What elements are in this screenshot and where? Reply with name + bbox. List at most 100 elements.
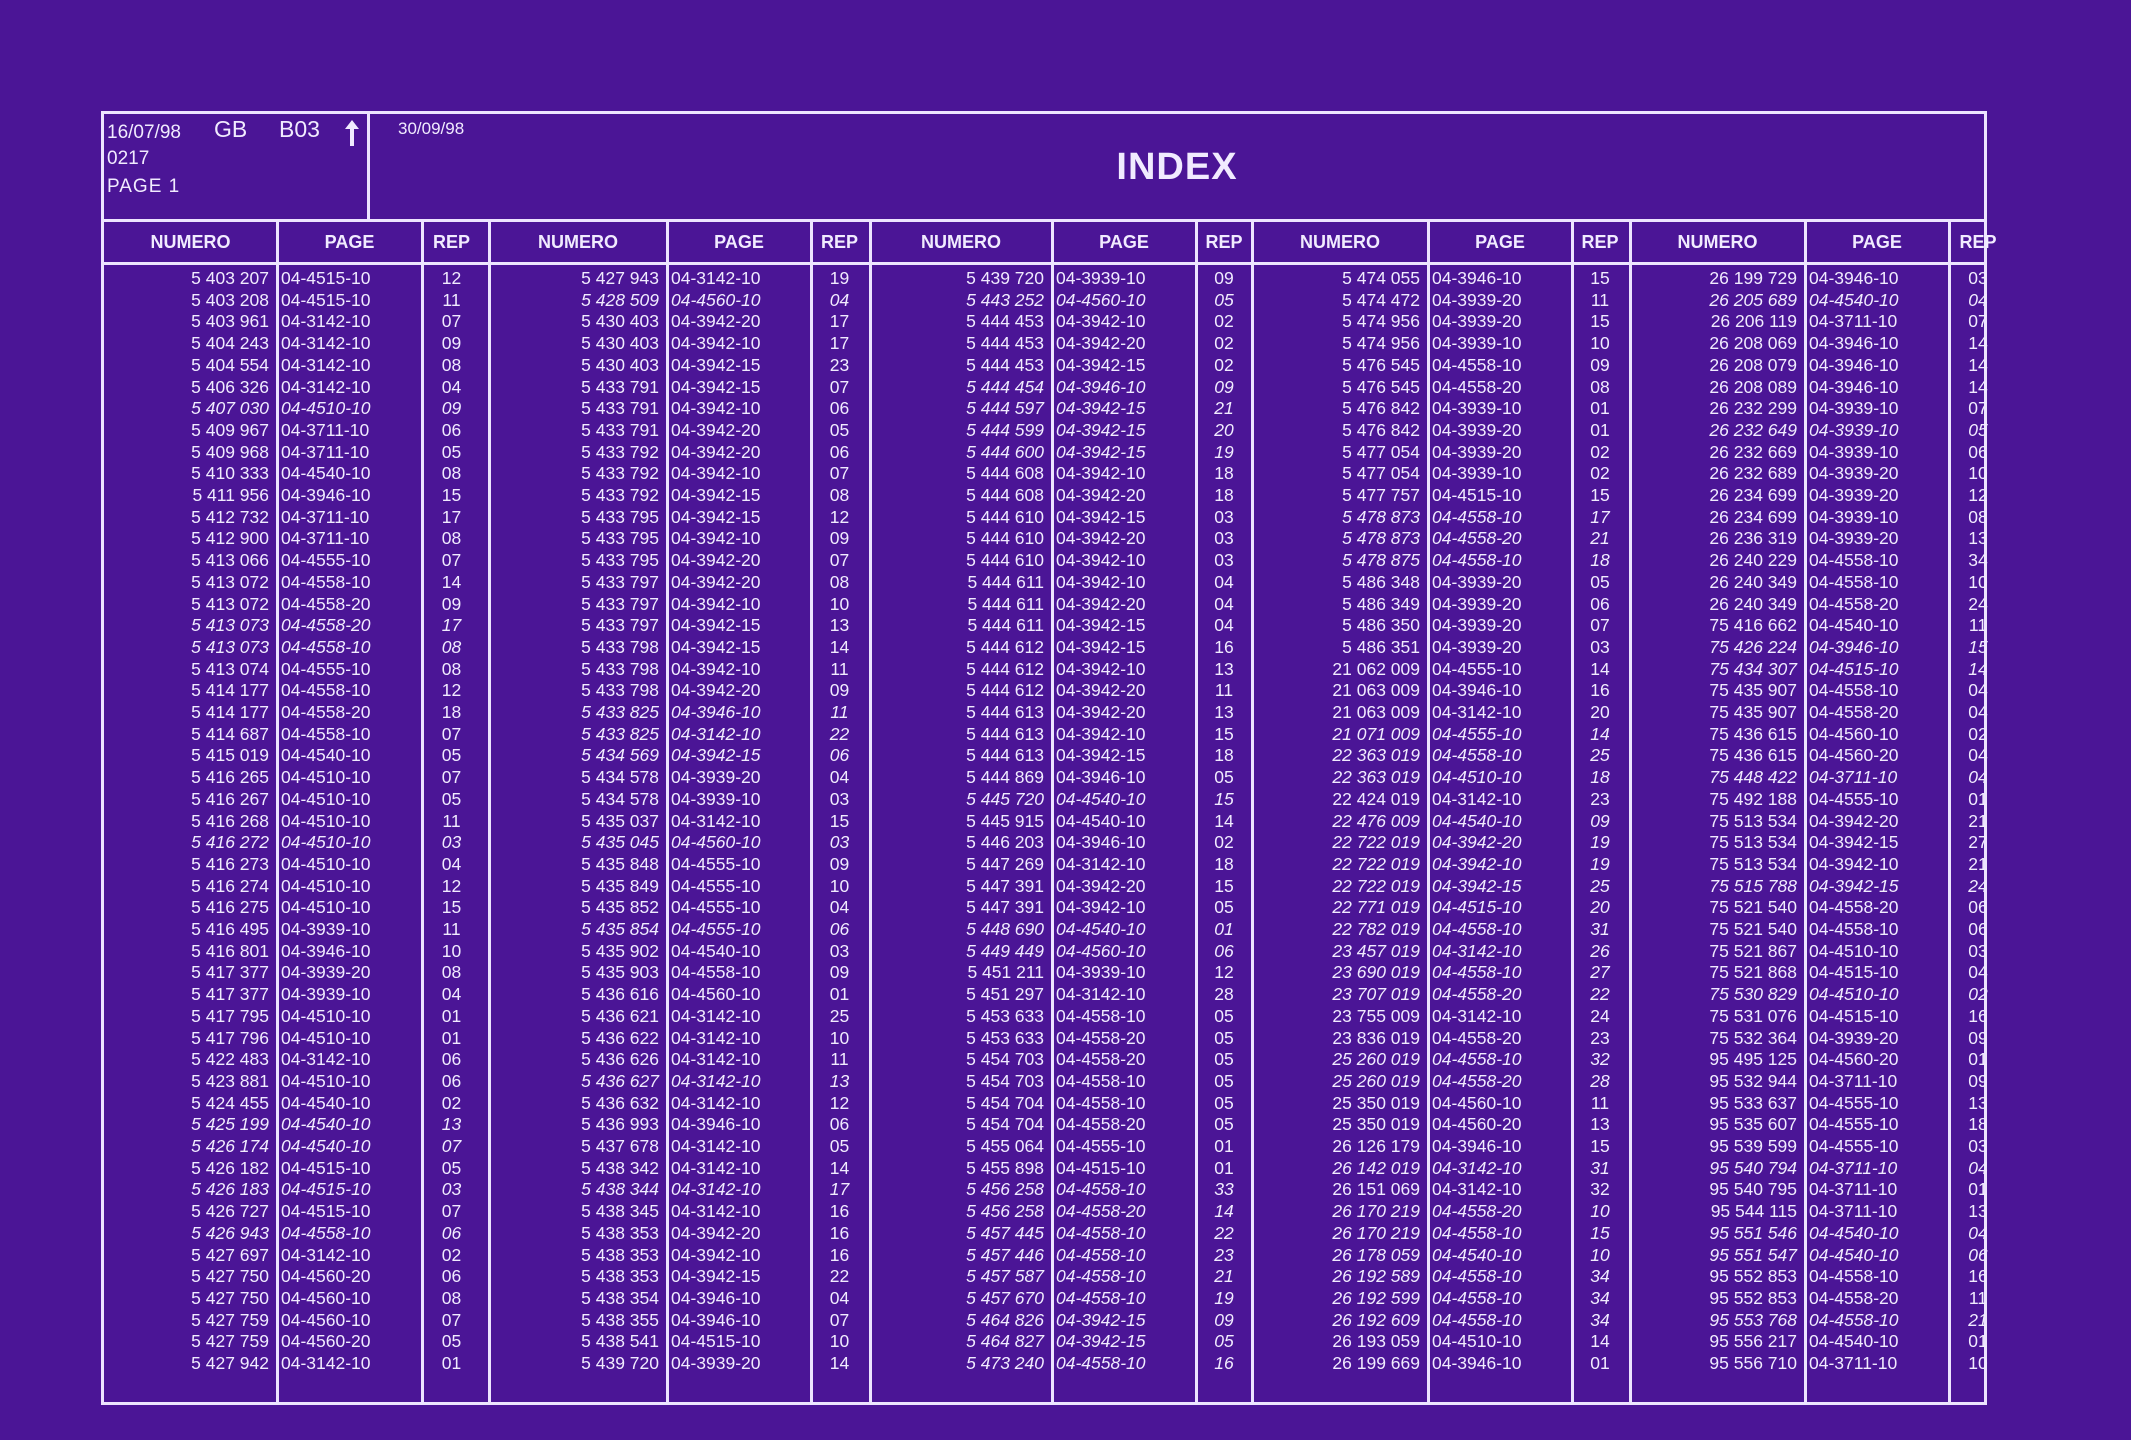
index-rep: 05 bbox=[1214, 1331, 1234, 1352]
index-number: 22 771 019 bbox=[1332, 897, 1420, 918]
index-page: 04-4558-10 bbox=[1056, 1287, 1146, 1308]
index-page: 04-3942-15 bbox=[1056, 1331, 1146, 1352]
index-rep: 14 bbox=[1968, 333, 1988, 354]
index-page: 04-4515-10 bbox=[1432, 485, 1522, 505]
index-number: 5 444 612 bbox=[966, 658, 1044, 679]
index-rep: 09 bbox=[441, 593, 462, 614]
index-rep: 09 bbox=[1968, 1027, 1988, 1048]
index-number: 5 451 211 bbox=[967, 962, 1044, 983]
index-rep: 04 bbox=[829, 897, 850, 918]
index-number: 26 178 059 bbox=[1332, 1244, 1420, 1265]
index-rep: 01 bbox=[1214, 919, 1234, 939]
index-page: 04-4540-10 bbox=[281, 1136, 371, 1156]
index-rep: 10 bbox=[1968, 463, 1988, 484]
index-page: 04-4540-10 bbox=[281, 1114, 371, 1135]
index-number: 5 414 687 bbox=[191, 723, 269, 744]
index-rep: 11 bbox=[442, 919, 461, 939]
index-rep: 07 bbox=[829, 376, 850, 397]
index-number: 5 413 073 bbox=[191, 615, 269, 636]
index-number: 5 403 961 bbox=[191, 311, 269, 332]
index-number: 5 433 825 bbox=[581, 723, 659, 744]
index-number: 75 521 868 bbox=[1709, 962, 1797, 983]
index-rep: 28 bbox=[1214, 984, 1234, 1005]
index-number: 26 142 019 bbox=[1332, 1157, 1420, 1178]
index-page: 04-4560-10 bbox=[671, 289, 761, 310]
index-rep: 10 bbox=[1968, 1353, 1988, 1373]
index-page: 04-4558-10 bbox=[1809, 919, 1899, 939]
index-number: 26 240 349 bbox=[1709, 571, 1797, 592]
index-page: 04-4540-10 bbox=[1809, 615, 1899, 636]
index-number: 26 240 229 bbox=[1709, 550, 1797, 571]
index-number: 5 412 900 bbox=[191, 528, 269, 549]
index-number: 5 438 345 bbox=[581, 1201, 659, 1222]
index-number: 5 410 333 bbox=[191, 463, 269, 484]
index-number: 5 477 054 bbox=[1342, 441, 1420, 462]
index-page: 04-4558-20 bbox=[1809, 593, 1899, 614]
index-number: 95 540 795 bbox=[1709, 1179, 1797, 1200]
index-rep: 02 bbox=[1214, 311, 1234, 332]
index-rep: 07 bbox=[441, 723, 462, 744]
index-rep: 10 bbox=[1590, 1244, 1610, 1265]
index-page: 04-4510-10 bbox=[1809, 940, 1899, 961]
index-page: 04-4560-10 bbox=[671, 832, 761, 853]
index-rep: 07 bbox=[441, 767, 462, 788]
index-page: 04-3946-10 bbox=[1432, 1136, 1522, 1156]
index-rep: 16 bbox=[1968, 1005, 1988, 1026]
index-rep: 01 bbox=[1590, 1353, 1610, 1373]
update-date: 30/09/98 bbox=[398, 119, 465, 138]
column-header-page: PAGE bbox=[324, 232, 375, 252]
column-header-numero: NUMERO bbox=[1677, 232, 1758, 252]
index-rep: 14 bbox=[1214, 1201, 1234, 1222]
index-number: 5 476 842 bbox=[1342, 398, 1420, 419]
index-rep: 05 bbox=[1214, 289, 1234, 310]
index-number: 95 556 217 bbox=[1709, 1331, 1797, 1352]
index-page: 04-3142-10 bbox=[1432, 1157, 1522, 1178]
index-rep: 13 bbox=[1214, 702, 1234, 722]
index-rep: 27 bbox=[1968, 832, 1988, 853]
index-page: 04-4558-10 bbox=[1809, 550, 1899, 571]
index-rep: 05 bbox=[441, 1331, 462, 1352]
index-page: 04-3711-10 bbox=[1809, 1070, 1898, 1091]
index-page: 04-3939-20 bbox=[1809, 528, 1899, 549]
language-code: GB bbox=[214, 116, 248, 142]
index-number: 95 552 853 bbox=[1709, 1287, 1797, 1308]
index-rep: 01 bbox=[1968, 788, 1988, 809]
index-page: 04-4555-10 bbox=[1809, 1092, 1899, 1113]
index-page: 04-4558-10 bbox=[281, 636, 371, 657]
index-rep: 02 bbox=[441, 1244, 462, 1265]
index-rep: 18 bbox=[1214, 485, 1234, 505]
index-number: 5 486 350 bbox=[1342, 615, 1420, 636]
block-divider bbox=[1628, 222, 1632, 1402]
index-rep: 05 bbox=[1214, 1114, 1234, 1135]
index-rep: 05 bbox=[441, 441, 462, 462]
index-number: 75 448 422 bbox=[1709, 767, 1797, 788]
index-number: 5 413 074 bbox=[191, 658, 269, 679]
index-number: 23 707 019 bbox=[1332, 984, 1420, 1005]
index-page: 04-4558-10 bbox=[1056, 1005, 1146, 1026]
index-number: 5 486 351 bbox=[1342, 636, 1420, 657]
index-rep: 06 bbox=[441, 1266, 462, 1287]
index-page: 04-3942-15 bbox=[1432, 875, 1522, 896]
index-page: 04-3946-10 bbox=[1056, 767, 1146, 788]
index-page: 04-3942-20 bbox=[1056, 333, 1146, 354]
index-rep: 14 bbox=[441, 571, 462, 592]
index-page: 04-3942-15 bbox=[1056, 354, 1146, 375]
index-number: 5 447 391 bbox=[966, 897, 1044, 918]
index-number: 26 170 219 bbox=[1332, 1201, 1420, 1222]
index-page: 04-3142-10 bbox=[671, 723, 761, 744]
column-divider bbox=[1426, 222, 1430, 1402]
index-number: 5 417 796 bbox=[191, 1027, 269, 1048]
index-page: 04-4558-10 bbox=[1809, 680, 1899, 701]
index-number: 75 436 615 bbox=[1709, 723, 1797, 744]
index-page: 04-4555-10 bbox=[1432, 658, 1522, 679]
index-number: 5 426 727 bbox=[191, 1201, 269, 1222]
column-divider bbox=[420, 222, 424, 1402]
index-number: 5 411 956 bbox=[192, 485, 269, 505]
index-number: 5 427 697 bbox=[191, 1244, 269, 1265]
index-rep: 06 bbox=[1968, 897, 1988, 918]
index-rep: 11 bbox=[1214, 680, 1234, 701]
index-page: 04-4515-10 bbox=[1809, 1005, 1899, 1026]
index-rep: 06 bbox=[441, 419, 462, 440]
index-page: 04-4555-10 bbox=[671, 919, 761, 939]
index-number: 5 415 019 bbox=[191, 745, 269, 766]
